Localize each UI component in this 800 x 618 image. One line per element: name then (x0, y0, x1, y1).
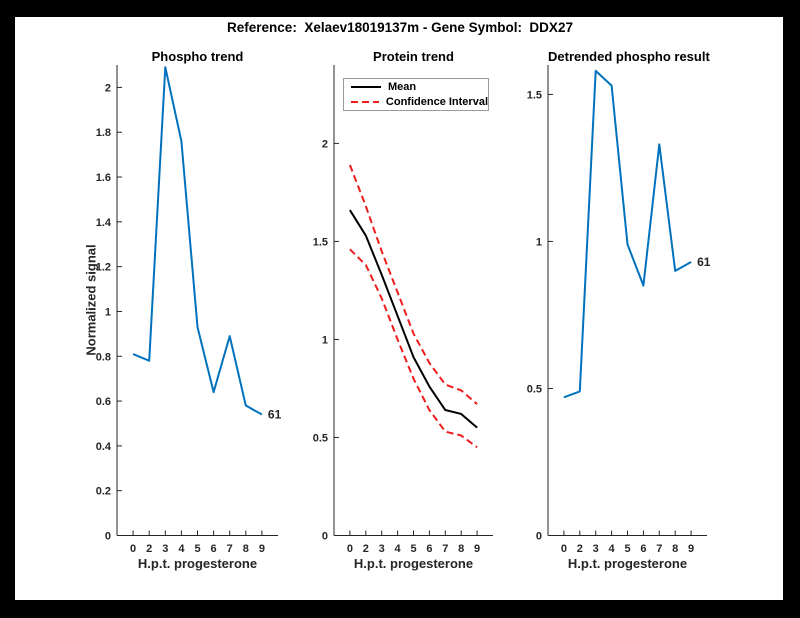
subplot3-x-axis-label: H.p.t. progesterone (567, 556, 688, 571)
subplot-1-axes: 00.20.40.60.811.21.41.61.820 2 3 4 5 6 7 8 961 (96, 65, 282, 555)
x-tick-label: 0 (347, 543, 353, 555)
legend-item-mean: Mean (351, 81, 488, 93)
y-tick-label: 2 (105, 82, 111, 94)
mean-line (349, 209, 478, 429)
y-tick-label: 1.4 (96, 217, 112, 229)
legend-label: Mean (388, 81, 417, 94)
x-tick-label: 6 (426, 543, 432, 555)
x-tick-label: 8 (672, 543, 678, 555)
x-tick-label: 4 (178, 543, 185, 555)
x-tick-label: 5 (624, 543, 630, 555)
y-tick-label: 2 (322, 138, 328, 150)
x-tick-label: 2 (577, 543, 583, 555)
y-tick-label: 1.2 (96, 262, 111, 274)
subplot1-x-axis-label: H.p.t. progesterone (137, 556, 258, 571)
x-tick-label: 4 (609, 543, 616, 555)
x-tick-label: 8 (243, 543, 249, 555)
y-tick-label: 0 (105, 531, 111, 543)
legend-line-sample (351, 100, 379, 103)
x-tick-label: 0 (561, 543, 567, 555)
x-tick-label: 5 (194, 543, 200, 555)
subplot1-title: Phospho trend (151, 49, 244, 64)
y-tick-label: 1 (105, 306, 111, 318)
y-tick-label: 1.8 (96, 127, 111, 139)
x-tick-label: 2 (146, 543, 152, 555)
y-tick-label: 0.4 (96, 441, 112, 453)
y-axis-label: Normalized signal (83, 244, 99, 356)
y-tick-label: 1.5 (313, 236, 328, 248)
confidence-interval-upper-line (348, 164, 478, 405)
subplot2-x-axis-label: H.p.t. progesterone (353, 556, 474, 571)
y-tick-label: 1 (322, 334, 328, 346)
x-tick-label: 3 (593, 543, 599, 555)
subplot-3-axes: 00.511.50 2 3 4 5 6 7 8 961 (527, 65, 711, 555)
x-tick-label: 2 (363, 543, 369, 555)
y-tick-label: 0 (322, 531, 328, 543)
x-tick-label: 8 (458, 543, 464, 555)
legend-item-confidence-interval: Confidence Interval (351, 96, 488, 108)
series-end-label: 61 (697, 255, 711, 269)
y-tick-label: 1 (536, 236, 542, 248)
y-tick-label: 1.6 (96, 172, 111, 184)
x-tick-label: 5 (410, 543, 416, 555)
phospho-signal-line (132, 66, 263, 416)
y-tick-label: 1.5 (527, 89, 542, 101)
figure-title: Reference: Xelaev18019137m - Gene Symbol… (227, 20, 573, 35)
x-tick-label: 9 (474, 543, 480, 555)
y-tick-label: 0.6 (96, 396, 111, 408)
confidence-interval-lower-line (349, 248, 478, 449)
x-tick-label: 7 (656, 543, 662, 555)
x-tick-label: 3 (379, 543, 385, 555)
x-tick-label: 4 (395, 543, 402, 555)
legend-label: Confidence Interval (385, 95, 488, 108)
x-tick-label: 6 (211, 543, 217, 555)
y-tick-label: 0.5 (527, 383, 542, 395)
legend-line-sample (351, 86, 381, 89)
x-tick-label: 3 (162, 543, 168, 555)
detrended-phospho-signal-line (563, 69, 692, 399)
x-tick-label: 9 (259, 543, 265, 555)
x-tick-label: 0 (130, 543, 136, 555)
subplot3-title: Detrended phospho result (548, 49, 710, 64)
legend: Mean Confidence Interval (343, 78, 489, 111)
x-tick-label: 7 (442, 543, 448, 555)
x-tick-label: 9 (688, 543, 694, 555)
figure-canvas (15, 17, 783, 600)
x-tick-label: 7 (227, 543, 233, 555)
series-end-label: 61 (268, 408, 282, 422)
subplot-2-axes: 00.511.520 2 3 4 5 6 7 8 9 (313, 65, 493, 555)
y-tick-label: 0.2 (96, 486, 111, 498)
y-tick-label: 0 (536, 531, 542, 543)
y-tick-label: 0.5 (313, 432, 328, 444)
x-tick-label: 6 (640, 543, 646, 555)
subplot2-title: Protein trend (373, 49, 454, 64)
y-tick-label: 0.8 (96, 351, 111, 363)
